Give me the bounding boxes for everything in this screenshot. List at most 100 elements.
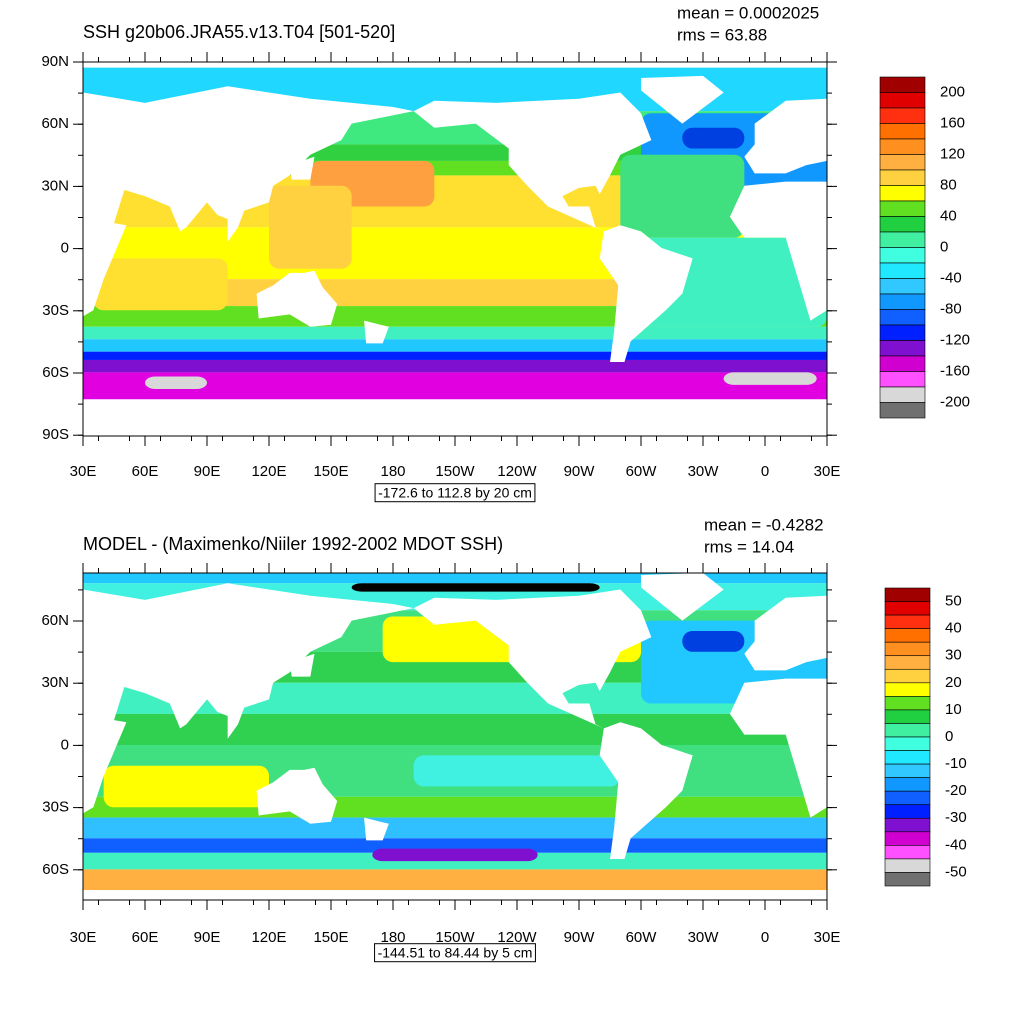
x-tick-label: 120E [251,929,286,946]
field-patch [723,372,817,385]
colorbar-box [879,169,926,186]
x-tick-label: 0 [761,929,769,946]
field-band [83,359,827,373]
y-tick-label: 30N [41,674,69,691]
colorbar-box [879,185,926,202]
colorbar-box [879,138,926,155]
land [744,595,827,671]
land [256,767,338,824]
colorbar-box [884,817,931,833]
colorbar-box [884,723,931,738]
y-tick-label: 60S [42,861,69,878]
rms-stat: rms = 63.88 [677,25,767,44]
land [641,75,724,124]
field-band [83,817,827,839]
colorbar-label: 0 [945,728,953,745]
colorbar-label: 40 [945,620,962,637]
y-tick-label: 30S [42,799,69,816]
x-tick-label: 180 [380,929,405,946]
colorbar-label: -120 [940,331,970,348]
x-tick-label: 180 [380,463,405,480]
field-patch [413,237,600,280]
contour-info: -144.51 to 84.44 by 5 cm [378,945,533,961]
land [744,98,827,174]
y-tick-label: 60S [42,364,69,381]
colorbar-label: -20 [945,782,967,799]
y-tick-label: 30S [42,302,69,319]
colorbar-box [884,763,931,778]
map-panel: 30E 60E 90E 120E 150E 180 150W 120W 90W 60W 30W 0 30… [41,515,967,963]
colorbar-box [879,107,926,124]
colorbar-label: 10 [945,701,962,718]
colorbar-box [884,750,931,765]
field-patch [351,583,600,592]
field-patch [93,258,228,311]
colorbar-box [879,371,926,388]
field-band [83,372,827,400]
x-tick-label: 150W [435,929,475,946]
contour-info: -172.6 to 112.8 by 20 cm [378,485,532,501]
colorbar-box [884,790,931,806]
x-tick-label: 120W [497,929,537,946]
x-tick-label: 120E [251,463,286,480]
land [289,156,315,180]
panel-title: SSH g20b06.JRA55.v13.T04 [501-520] [83,22,395,42]
colorbar-label: 160 [940,114,965,131]
land [641,573,724,621]
x-tick-label: 30E [814,929,841,946]
colorbar-box [879,355,926,372]
colorbar-box [884,601,931,616]
field-band [83,838,827,853]
field-band [83,62,827,68]
y-tick-label: 60N [41,115,69,132]
contour-info-box [374,483,536,503]
colorbar-label: 200 [940,83,965,100]
field-patch [413,755,621,787]
land [413,92,652,232]
colorbar-label: 80 [940,176,957,193]
field-patch [145,376,207,389]
colorbar-box [879,200,926,217]
y-tick-label: 90N [41,53,69,70]
x-tick-label: 90W [564,929,596,946]
panel-title: MODEL - (Maximenko/Niiler 1992-2002 MDOT… [83,534,503,554]
colorbar-box [879,76,926,93]
contour-info-box [374,943,536,963]
colorbar-box [884,668,931,684]
colorbar-box [879,309,926,326]
field-band [83,573,827,584]
land [256,270,338,327]
land [289,653,315,677]
map-field [83,62,827,436]
rms-stat: rms = 14.04 [704,537,794,556]
colorbar-box [879,278,926,295]
colorbar-label: -200 [940,393,970,410]
colorbar-label: -40 [945,836,967,853]
colorbar-box [879,293,926,310]
colorbar-box [884,682,931,697]
y-tick-label: 0 [61,240,69,257]
x-tick-label: 150E [313,463,348,480]
field-band [83,339,827,352]
colorbar-box [879,231,926,248]
x-tick-label: 30E [70,463,97,480]
colorbar-box [884,845,931,860]
colorbar-box [884,614,931,629]
y-tick-label: 0 [61,736,69,753]
x-tick-label: 30W [688,463,720,480]
colorbar-box [884,858,931,873]
x-tick-label: 30E [814,463,841,480]
colorbar-label: -30 [945,809,967,826]
colorbar-box [884,872,931,887]
field-band [83,326,827,340]
x-tick-label: 60W [626,463,658,480]
land [364,817,389,841]
colorbar-label: -160 [940,362,970,379]
colorbar-label: -80 [940,300,962,317]
field-patch [103,765,270,808]
x-tick-label: 30E [70,929,97,946]
land [599,225,693,363]
field-patch [269,185,352,269]
colorbar-label: 20 [945,674,962,691]
land [83,86,414,317]
